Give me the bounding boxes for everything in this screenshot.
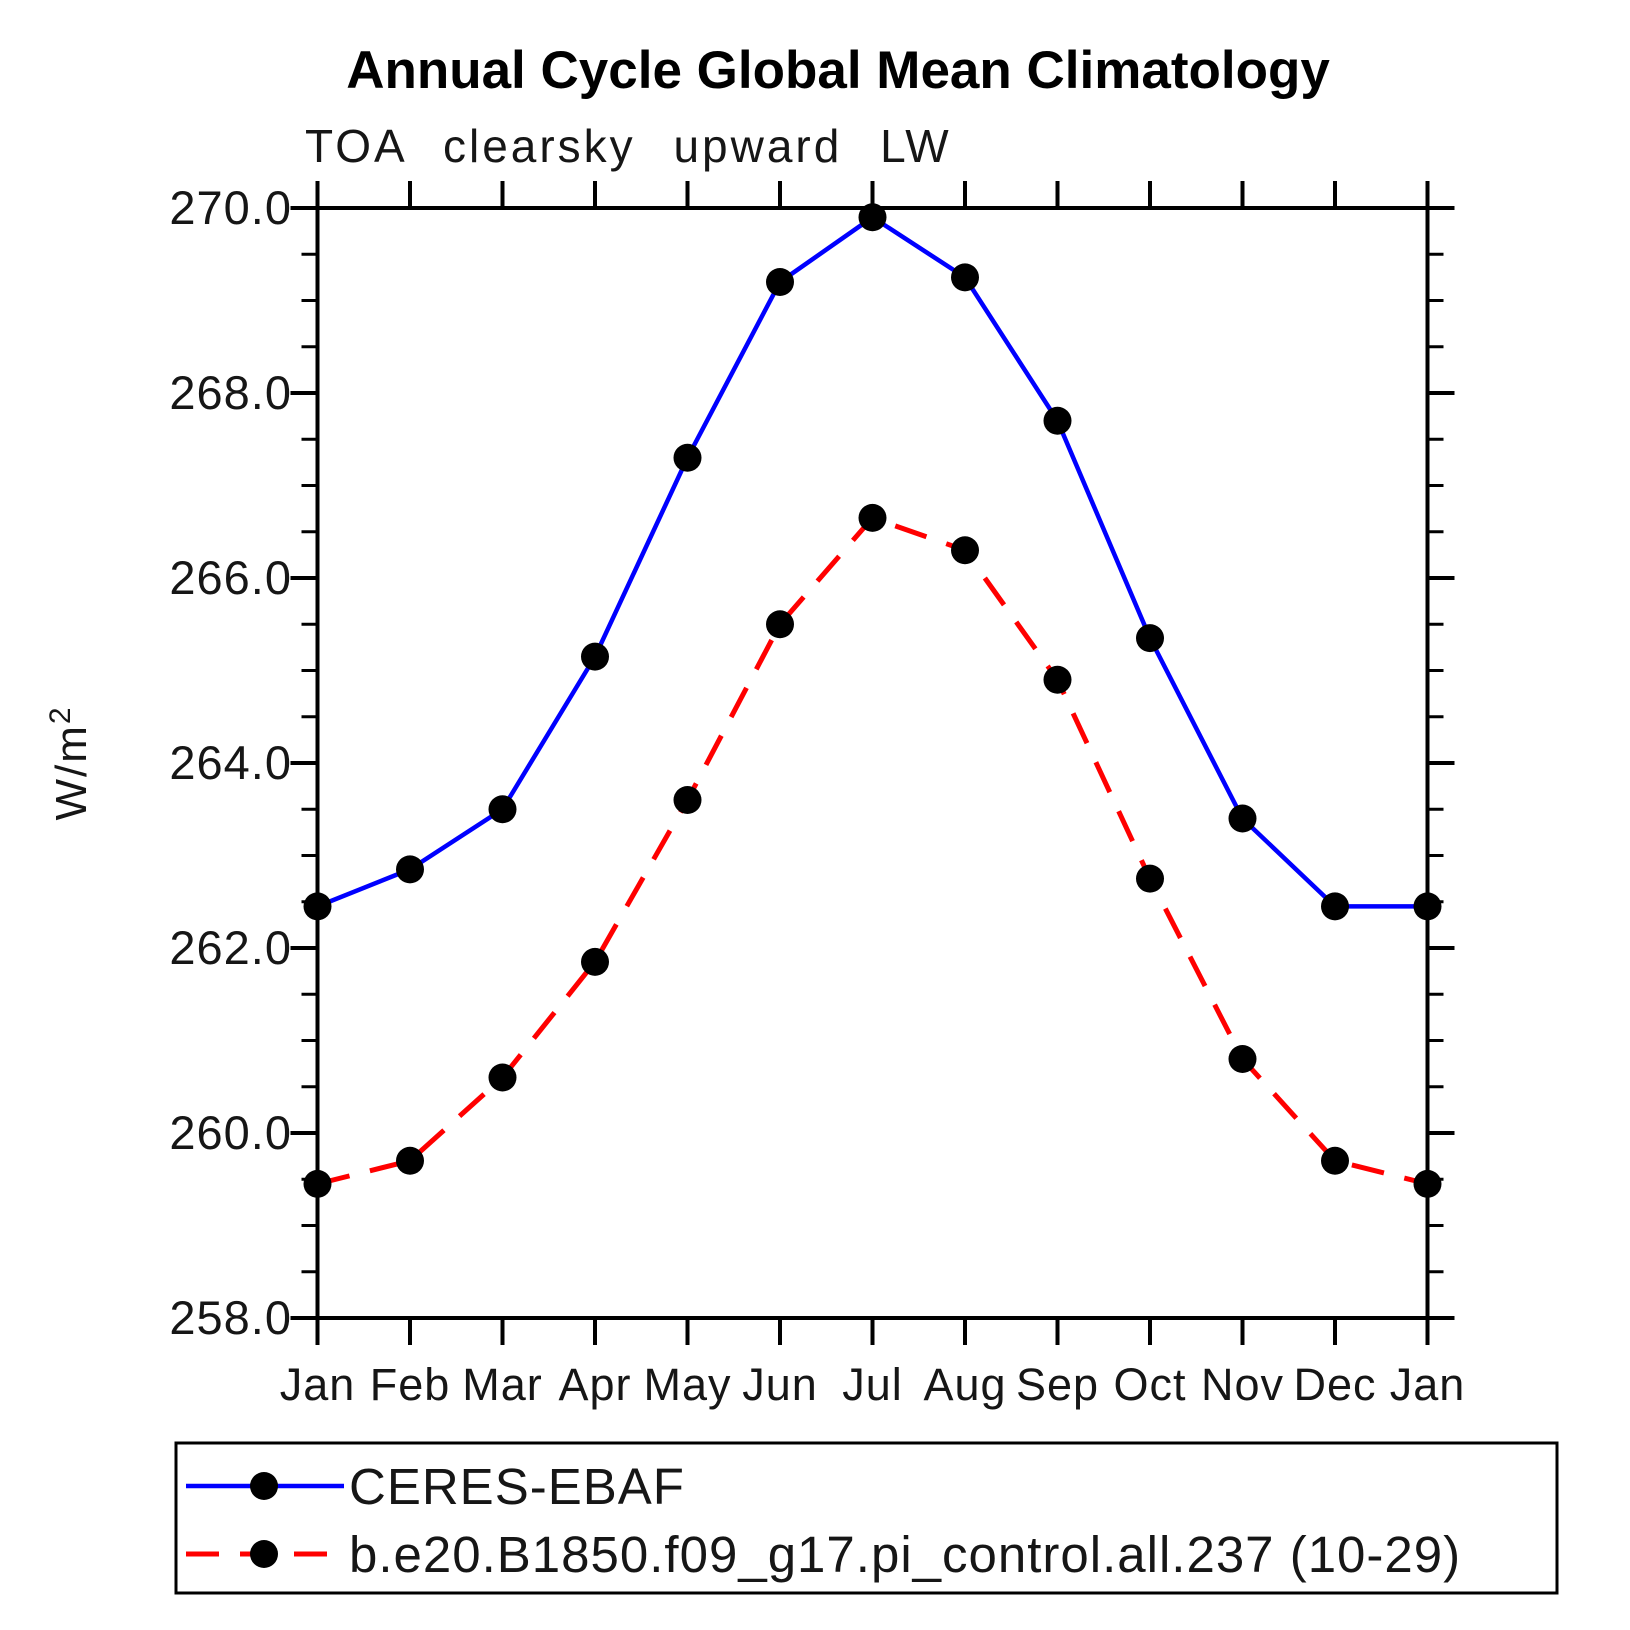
series-model — [303, 503, 1442, 1198]
plot-border — [315, 206, 1430, 1320]
data-point-marker — [1043, 665, 1072, 694]
x-tick-label: Oct — [1113, 1359, 1186, 1410]
legend-label-ceres-ebaf: CERES-EBAF — [349, 1458, 685, 1515]
data-point-marker — [1413, 892, 1442, 921]
data-point-marker — [951, 263, 979, 292]
y-tick-label: 266.0 — [169, 551, 292, 604]
x-tick-label: Dec — [1293, 1359, 1376, 1410]
x-tick-label: Jan — [1390, 1359, 1466, 1410]
x-tick-label: Jun — [742, 1359, 818, 1410]
y-tick-label: 258.0 — [169, 1291, 292, 1344]
legend-marker-model — [250, 1540, 278, 1568]
data-point-marker — [581, 947, 609, 976]
x-tick-label: Aug — [923, 1359, 1006, 1410]
x-tick-label: Sep — [1016, 1359, 1099, 1410]
data-point-marker — [581, 642, 609, 671]
data-point-marker — [1136, 624, 1164, 653]
model-line — [316, 515, 1429, 1187]
data-point-marker — [766, 268, 794, 296]
x-tick-label: Feb — [370, 1359, 451, 1410]
ceres-ebaf-line — [316, 215, 1428, 909]
data-point-marker — [1413, 1169, 1442, 1198]
y-tick-label: 264.0 — [169, 736, 292, 789]
y-tick-label: 270.0 — [169, 181, 292, 234]
x-tick-label: Jan — [280, 1359, 356, 1410]
chart-subtitle: TOA clearsky upward LW — [305, 120, 952, 172]
data-point-marker — [951, 536, 979, 565]
data-point-marker — [673, 443, 702, 472]
y-axis-label-base: W/m — [47, 724, 96, 820]
legend-box — [174, 1441, 1559, 1595]
data-point-marker — [1321, 1146, 1349, 1175]
data-point-marker — [858, 203, 887, 232]
x-tick-label: May — [643, 1359, 731, 1410]
data-point-marker — [303, 892, 332, 921]
chart-title: Annual Cycle Global Mean Climatology — [346, 41, 1330, 100]
legend-marker-ceres-ebaf — [250, 1472, 278, 1500]
x-tick-label: Mar — [462, 1359, 543, 1410]
data-point-marker — [1228, 1045, 1257, 1073]
data-point-marker — [396, 855, 424, 884]
data-point-marker — [1136, 864, 1164, 893]
legend: CERES-EBAF b.e20.B1850.f09_g17.pi_control… — [174, 1441, 1559, 1595]
y-tick-label: 268.0 — [169, 366, 292, 419]
data-point-marker — [673, 786, 702, 814]
data-point-marker — [488, 1063, 517, 1092]
data-point-marker — [396, 1146, 424, 1175]
y-tick-label: 262.0 — [169, 921, 292, 974]
y-tick-label: 260.0 — [169, 1106, 292, 1159]
plot-area: 270.0 268.0 266.0 264.0 262.0 260.0 258.0 Jan Fe… — [169, 181, 1466, 1410]
data-point-marker — [858, 503, 887, 532]
data-point-marker — [1321, 892, 1349, 921]
data-point-marker — [1043, 406, 1072, 435]
x-tick-label: Jul — [842, 1359, 903, 1410]
data-point-marker — [488, 795, 517, 824]
y-axis-label-sup: 2 — [44, 705, 77, 724]
series-ceres-ebaf — [303, 203, 1442, 921]
legend-label-model: b.e20.B1850.f09_g17.pi_control.all.237 (… — [349, 1526, 1461, 1583]
y-axis-label: W/m2 — [44, 705, 96, 820]
data-point-marker — [303, 1169, 332, 1198]
x-tick-label: Apr — [558, 1359, 631, 1410]
x-tick-label: Nov — [1201, 1359, 1284, 1410]
data-point-marker — [766, 610, 794, 639]
data-point-marker — [1228, 804, 1257, 833]
